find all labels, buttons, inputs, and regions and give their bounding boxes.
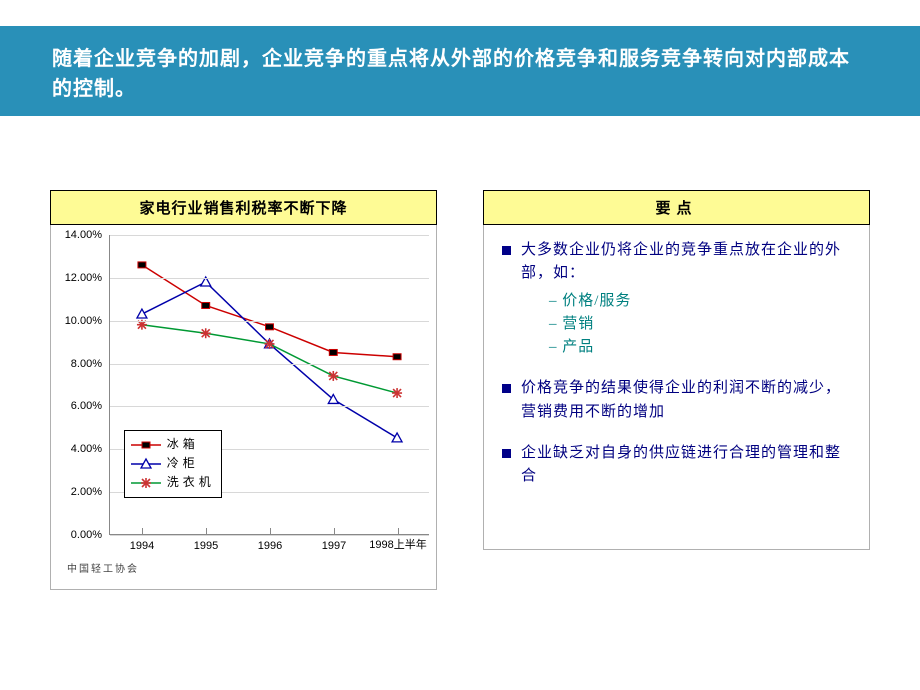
sub-bullet-list: 价格/服务营销产品 — [549, 290, 851, 360]
legend-item: 冷柜 — [131, 454, 215, 473]
gridline — [110, 406, 429, 407]
series-marker — [201, 328, 211, 338]
y-tick-label: 2.00% — [50, 486, 102, 498]
legend-label: 洗衣机 — [167, 473, 215, 492]
series-marker — [392, 388, 402, 398]
x-tick — [398, 528, 399, 534]
series-marker — [265, 339, 275, 349]
series-marker — [202, 302, 210, 308]
x-tick-label: 1996 — [258, 540, 282, 552]
bullet-item: 大多数企业仍将企业的竞争重点放在企业的外部，如：价格/服务营销产品 — [502, 239, 851, 359]
y-tick-label: 12.00% — [50, 272, 102, 284]
series-marker — [392, 433, 402, 442]
x-tick-label: 1995 — [194, 540, 218, 552]
legend-label: 冷柜 — [167, 454, 199, 473]
points-title: 要点 — [483, 190, 870, 225]
bullet-text: 企业缺乏对自身的供应链进行合理的管理和整合 — [521, 442, 851, 489]
chart-source: 中国轻工协会 — [67, 560, 139, 575]
series-marker — [137, 309, 147, 318]
legend-item: 洗衣机 — [131, 473, 215, 492]
x-tick-label: 1994 — [130, 540, 154, 552]
series-line — [142, 282, 397, 438]
gridline — [110, 278, 429, 279]
series-marker — [266, 324, 274, 330]
y-tick-label: 6.00% — [50, 400, 102, 412]
sub-bullet-item: 价格/服务 — [549, 290, 851, 313]
series-line — [142, 325, 397, 393]
bullet-square-icon — [502, 449, 511, 458]
main-content: 家电行业销售利税率不断下降 1994 1995 1996 1997 1998上半年 0.… — [50, 190, 870, 610]
series-marker — [138, 262, 146, 268]
x-tick — [206, 528, 207, 534]
bullet-list: 大多数企业仍将企业的竞争重点放在企业的外部，如：价格/服务营销产品价格竞争的结果… — [484, 225, 869, 520]
sub-bullet-item: 产品 — [549, 336, 851, 359]
bullet-item: 企业缺乏对自身的供应链进行合理的管理和整合 — [502, 442, 851, 489]
header-band: 随着企业竞争的加剧，企业竞争的重点将从外部的价格竞争和服务竞争转向对内部成本的控… — [0, 26, 920, 116]
x-tick — [270, 528, 271, 534]
bullet-square-icon — [502, 384, 511, 393]
y-tick-label: 0.00% — [50, 529, 102, 541]
x-tick — [334, 528, 335, 534]
gridline — [110, 364, 429, 365]
x-tick-label: 1997 — [322, 540, 346, 552]
points-panel: 要点 大多数企业仍将企业的竞争重点放在企业的外部，如：价格/服务营销产品价格竞争… — [483, 190, 870, 550]
series-marker — [393, 354, 401, 360]
y-tick-label: 14.00% — [50, 229, 102, 241]
y-tick-label: 10.00% — [50, 315, 102, 327]
x-tick-label: 1998上半年 — [369, 536, 426, 552]
y-tick-label: 4.00% — [50, 443, 102, 455]
gridline — [110, 321, 429, 322]
chart-title: 家电行业销售利税率不断下降 — [50, 190, 437, 225]
x-tick — [142, 528, 143, 534]
legend-item: 冰箱 — [131, 435, 215, 454]
bullet-square-icon — [502, 246, 511, 255]
legend-label: 冰箱 — [167, 435, 199, 454]
bullet-text: 价格竞争的结果使得企业的利润不断的减少，营销费用不断的增加 — [521, 377, 851, 424]
bullet-item: 价格竞争的结果使得企业的利润不断的减少，营销费用不断的增加 — [502, 377, 851, 424]
series-marker — [328, 371, 338, 381]
bullet-text: 大多数企业仍将企业的竞争重点放在企业的外部，如： — [521, 239, 851, 286]
series-marker — [329, 349, 337, 355]
chart-panel: 家电行业销售利税率不断下降 1994 1995 1996 1997 1998上半年 0.… — [50, 190, 437, 590]
chart-area: 1994 1995 1996 1997 1998上半年 0.00% 2.00% 4.00% 6… — [51, 225, 436, 555]
chart-legend: 冰箱冷柜洗衣机 — [124, 430, 222, 498]
header-text: 随着企业竞争的加剧，企业竞争的重点将从外部的价格竞争和服务竞争转向对内部成本的控… — [52, 44, 868, 104]
sub-bullet-item: 营销 — [549, 313, 851, 336]
y-tick-label: 8.00% — [50, 358, 102, 370]
gridline — [110, 235, 429, 236]
